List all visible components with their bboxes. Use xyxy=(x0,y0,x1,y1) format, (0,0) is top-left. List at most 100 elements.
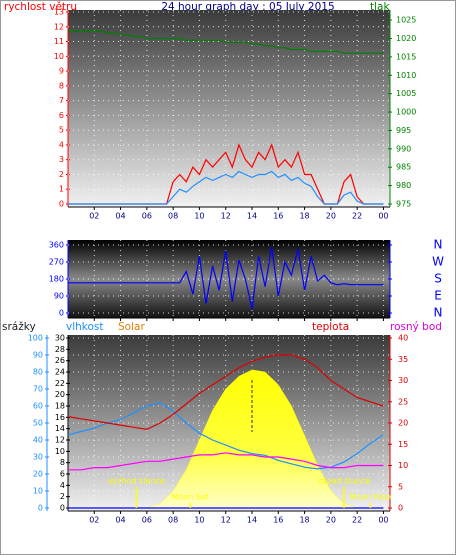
x-tick-label: 12 xyxy=(221,212,231,221)
y-tick-label: W xyxy=(432,255,444,269)
y-tick-label: 10 xyxy=(398,461,408,470)
series-line xyxy=(68,246,384,310)
x-tick-label: 16 xyxy=(273,212,283,221)
x-tick-label: 04 xyxy=(115,212,125,221)
y-tick-label: 1025 xyxy=(396,16,416,25)
y-tick-label: 100 xyxy=(28,334,43,343)
y-tick-label: 20 xyxy=(33,470,43,479)
y-tick-label: 26 xyxy=(55,356,65,365)
y-tick-label: 24 xyxy=(55,368,65,377)
y-label: rychlost větru xyxy=(4,1,77,13)
x-tick-label: 08 xyxy=(168,516,178,525)
y-tick-label: 8 xyxy=(60,458,65,467)
x-tick-label: 06 xyxy=(142,212,152,221)
y-tick-label: 5 xyxy=(398,482,403,491)
y-tick-label: 7 xyxy=(59,96,64,105)
y-tick-label: 80 xyxy=(33,368,43,377)
y-tick-label: 1015 xyxy=(396,52,416,61)
y-tick-label: 10 xyxy=(55,447,65,456)
y-tick-label: 50 xyxy=(33,419,43,428)
y-tick-label: 6 xyxy=(59,111,64,120)
y-tick-label: 180 xyxy=(49,275,64,284)
y-tick-label: 30 xyxy=(55,334,65,343)
y-tick-label: S xyxy=(434,272,442,286)
x-tick-label: 14 xyxy=(247,516,257,525)
y-tick-label: 11 xyxy=(54,37,64,46)
x-tick-label: 04 xyxy=(115,516,125,525)
plot-background xyxy=(68,10,390,207)
y-tick-label: 10 xyxy=(33,487,43,496)
x-tick-label: 20 xyxy=(326,212,336,221)
y-tick-label: 4 xyxy=(59,140,64,149)
legend-label: rosný bod xyxy=(390,321,442,333)
y-tick-label: 1010 xyxy=(396,71,416,80)
legend-label: srážky xyxy=(2,321,36,333)
y-tick-label: 2 xyxy=(60,492,65,501)
y-tick-label: 60 xyxy=(33,402,43,411)
x-tick-label: 20 xyxy=(326,516,336,525)
series-line xyxy=(68,30,384,54)
x-tick-label: 08 xyxy=(168,212,178,221)
y-tick-label: 35 xyxy=(398,355,408,364)
x-tick-label: 10 xyxy=(194,516,204,525)
annotation: západ slunce xyxy=(318,477,371,486)
y-tick-label: 980 xyxy=(396,181,411,190)
x-tick-label: 16 xyxy=(273,516,283,525)
y-tick-label: 0 xyxy=(59,309,64,318)
y-tick-label: 985 xyxy=(396,163,411,172)
y-tick-label: 12 xyxy=(55,436,65,445)
series-line xyxy=(68,452,384,471)
y-tick-label: 25 xyxy=(398,397,408,406)
y-tick-label: 0 xyxy=(59,200,64,209)
y-tick-label: N xyxy=(434,306,443,320)
y-tick-label: 13 xyxy=(54,8,64,17)
x-tick-label: 22 xyxy=(352,516,362,525)
x-tick-label: 14 xyxy=(247,212,257,221)
series-line xyxy=(68,170,384,205)
y-tick-label: 990 xyxy=(396,144,411,153)
x-tick-label: 18 xyxy=(299,212,309,221)
y-tick-label: 16 xyxy=(55,413,65,422)
y-tick-label: 30 xyxy=(33,453,43,462)
y-tick-label: 40 xyxy=(33,436,43,445)
y-tick-label: 1 xyxy=(59,185,64,194)
y-tick-label: 14 xyxy=(55,424,65,433)
legend-label: vlhkost xyxy=(66,321,104,333)
x-tick-label: 02 xyxy=(89,212,99,221)
y-tick-label: 4 xyxy=(60,481,65,490)
y-tick-label: 90 xyxy=(54,292,64,301)
y-tick-label: 360 xyxy=(49,241,64,250)
y-tick-label: 40 xyxy=(398,334,408,343)
x-tick-label: 22 xyxy=(352,212,362,221)
y-tick-label: E xyxy=(434,289,442,303)
x-tick-label: 00 xyxy=(378,212,388,221)
x-tick-label: 12 xyxy=(221,516,231,525)
y-tick-label: 995 xyxy=(396,126,411,135)
y-tick-label: 270 xyxy=(49,258,64,267)
y-tick-label: 15 xyxy=(398,440,408,449)
y-tick-label: 30 xyxy=(398,376,408,385)
x-tick-label: 02 xyxy=(89,516,99,525)
y-tick-label: 2 xyxy=(59,170,64,179)
x-tick-label: 18 xyxy=(299,516,309,525)
y-tick-label: 20 xyxy=(55,390,65,399)
legend-label: teplota xyxy=(312,321,349,333)
y-tick-label: 10 xyxy=(54,52,64,61)
y-tick-label: 3 xyxy=(59,155,64,164)
y-tick-label: 1020 xyxy=(396,34,416,43)
y-tick-label: 0 xyxy=(38,504,43,513)
y-tick-label: 20 xyxy=(398,419,408,428)
annotation: východ slunce xyxy=(108,477,165,486)
y-tick-label: 6 xyxy=(60,470,65,479)
y-tick-label: 70 xyxy=(33,385,43,394)
x-tick-label: 06 xyxy=(142,516,152,525)
x-tick-label: 10 xyxy=(194,212,204,221)
y-tick-label: 0 xyxy=(398,504,403,513)
y-tick-label: 22 xyxy=(55,379,65,388)
y-tick-label: 28 xyxy=(55,345,65,354)
annotation: Moon Rise xyxy=(350,493,391,502)
y-tick-label: 0 xyxy=(60,504,65,513)
legend-label: Solar xyxy=(118,321,145,333)
y-tick-label: 12 xyxy=(54,22,64,31)
